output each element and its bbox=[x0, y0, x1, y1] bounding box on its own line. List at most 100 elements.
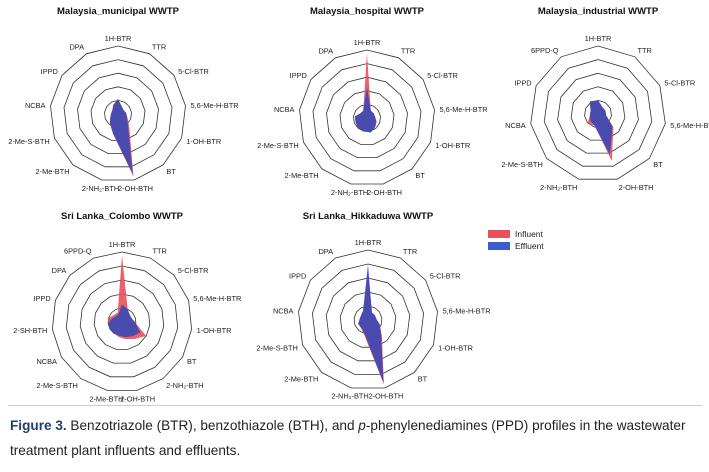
axis-label: NCBA bbox=[36, 357, 57, 366]
grid-ring bbox=[63, 59, 173, 168]
radar-chart-5: Sri Lanka_Hikkaduwa WWTP 1H-BTR TTR 5-Cl-BT… bbox=[256, 211, 490, 401]
axis-label: 2-Me-BTH bbox=[89, 394, 123, 403]
axis-label: 2-NH₂-BTH bbox=[82, 184, 119, 193]
axis-label: NCBA bbox=[505, 121, 526, 130]
axis-label: 2-NH₂-BTH bbox=[166, 381, 203, 390]
axis-label: 5-Cl-BTR bbox=[664, 78, 695, 87]
axis-label: 2-NH₂-BTH bbox=[331, 392, 368, 401]
axis-label: 2-OH-BTH bbox=[118, 184, 153, 193]
axis-label: 2-Me-S-BTH bbox=[36, 381, 77, 390]
figure-caption: Figure 3. Benzotriazole (BTR), benzothia… bbox=[10, 413, 700, 463]
axis-label: BT bbox=[418, 374, 428, 383]
grid-ring bbox=[312, 63, 422, 172]
overlap-area bbox=[108, 304, 141, 338]
overlap-area bbox=[589, 100, 613, 155]
grid-ring bbox=[543, 59, 653, 167]
axis-label: 1H-BTR bbox=[585, 34, 612, 43]
axis-label: TTR bbox=[152, 43, 166, 52]
axis-label: 5,6-Me-H-BTR bbox=[443, 307, 491, 316]
axis-label: DPA bbox=[52, 266, 67, 275]
axis-label: 1-OH-BTR bbox=[186, 137, 221, 146]
chart-title: Malaysia_municipal WWTP bbox=[57, 6, 180, 17]
legend-label: Effluent bbox=[515, 241, 544, 251]
radar-chart-2: Malaysia_hospital WWTP 1H-BTR TTR 5-Cl-BTR 5… bbox=[257, 6, 487, 197]
axis-label: 5-Cl-BTR bbox=[427, 71, 458, 80]
axis-label: DPA bbox=[318, 47, 333, 56]
grid-ring bbox=[311, 263, 425, 375]
chart-title: Sri Lanka_Hikkaduwa WWTP bbox=[303, 211, 434, 222]
grid-ring bbox=[299, 49, 435, 185]
legend-label: Influent bbox=[515, 229, 544, 239]
caption-divider bbox=[8, 405, 702, 406]
axis-label: 5-Cl-BTR bbox=[430, 272, 461, 281]
caption-text-after: -phenylenediamines (PPD) profiles in the… bbox=[10, 418, 686, 458]
caption-label: Figure 3. bbox=[10, 418, 67, 433]
axis-label: 5,6-Me-H-BTR bbox=[193, 294, 241, 303]
grid-ring bbox=[77, 72, 159, 155]
axis-label: 1-OH-BTR bbox=[197, 326, 232, 335]
axis-label: 2-SH-BTH bbox=[13, 326, 47, 335]
grid-ring bbox=[65, 265, 179, 378]
axis-label: 5-Cl-BTR bbox=[178, 266, 209, 275]
grid-ring bbox=[51, 251, 193, 391]
grid-ring bbox=[50, 45, 186, 181]
overlap-area bbox=[109, 99, 133, 174]
axis-label: DPA bbox=[318, 247, 333, 256]
axis-label: BT bbox=[187, 357, 197, 366]
axis-label: DPA bbox=[69, 43, 84, 52]
axis-label: 1H-BTR bbox=[355, 238, 382, 247]
axis-label: 1H-BTR bbox=[105, 34, 132, 43]
axis-label: 2-NH₂-BTH bbox=[331, 188, 368, 197]
axis-label: TTR bbox=[638, 46, 652, 55]
axis-label: TTR bbox=[401, 47, 415, 56]
chart-title: Sri Lanka_Colombo WWTP bbox=[61, 211, 184, 222]
axis-label: 2-Me-BTH bbox=[285, 171, 319, 180]
axis-label: 2-OH-BTH bbox=[120, 394, 155, 403]
axis-label: 6PPD-Q bbox=[531, 46, 559, 55]
legend-swatch bbox=[488, 242, 510, 250]
axis-label: NCBA bbox=[273, 307, 294, 316]
axis-label: 2-Me-BTH bbox=[284, 374, 318, 383]
axis-label: IPPD bbox=[41, 67, 58, 76]
overlap-area bbox=[358, 269, 384, 383]
axis-label: 2-Me-S-BTH bbox=[257, 141, 298, 150]
axis-label: BT bbox=[415, 171, 425, 180]
grid-ring bbox=[557, 72, 639, 154]
axis-label: 6PPD-Q bbox=[64, 247, 92, 256]
axis-label: 1H-BTR bbox=[109, 240, 136, 249]
radar-charts-figure: Malaysia_municipal WWTP 1H-BTR TTR 5-Cl-BTR… bbox=[8, 6, 709, 403]
axis-label: NCBA bbox=[25, 101, 46, 110]
grid-ring bbox=[79, 279, 165, 364]
axis-label: IPPD bbox=[33, 294, 50, 303]
axis-label: 2-Me-BTH bbox=[36, 167, 70, 176]
grid-ring bbox=[339, 291, 397, 348]
axis-label: 2-Me-S-BTH bbox=[501, 160, 542, 169]
axis-label: TTR bbox=[403, 247, 417, 256]
chart-legend: Influent Effluent bbox=[488, 229, 544, 251]
legend-swatch bbox=[488, 230, 510, 238]
axis-label: 1-OH-BTR bbox=[435, 141, 470, 150]
caption-italic: p bbox=[358, 418, 366, 433]
axis-label: 2-OH-BTH bbox=[619, 183, 654, 192]
axis-label: BT bbox=[166, 167, 176, 176]
axis-label: 2-Me-S-BTH bbox=[8, 137, 49, 146]
chart-title: Malaysia_industrial WWTP bbox=[538, 6, 659, 17]
axis-label: IPPD bbox=[290, 71, 307, 80]
caption-text-before: Benzotriazole (BTR), benzothiazole (BTH)… bbox=[66, 418, 359, 433]
axis-label: 5,6-Me-H-BTR bbox=[191, 101, 239, 110]
grid-ring bbox=[530, 45, 666, 180]
grid-ring bbox=[298, 249, 438, 389]
overlap-area bbox=[354, 87, 377, 133]
radar-chart-3: Malaysia_industrial WWTP 1H-BTR TTR 5-Cl-BT… bbox=[501, 6, 709, 192]
axis-label: 2-NH₂-BTH bbox=[540, 183, 577, 192]
axis-label: 2-OH-BTH bbox=[368, 392, 403, 401]
chart-title: Malaysia_hospital WWTP bbox=[310, 6, 425, 17]
axis-label: TTR bbox=[153, 247, 167, 256]
axis-label: 5,6-Me-H-BTR bbox=[440, 105, 488, 114]
axis-label: 5-Cl-BTR bbox=[178, 67, 209, 76]
radar-chart-4: Sri Lanka_Colombo WWTP 1H-BTR TTR 5-Cl-BTR 5… bbox=[13, 211, 241, 403]
axis-label: NCBA bbox=[274, 105, 295, 114]
axis-label: 5,6-Me-H-BTR bbox=[670, 121, 709, 130]
axis-label: BT bbox=[653, 160, 663, 169]
grid-ring bbox=[570, 86, 626, 141]
